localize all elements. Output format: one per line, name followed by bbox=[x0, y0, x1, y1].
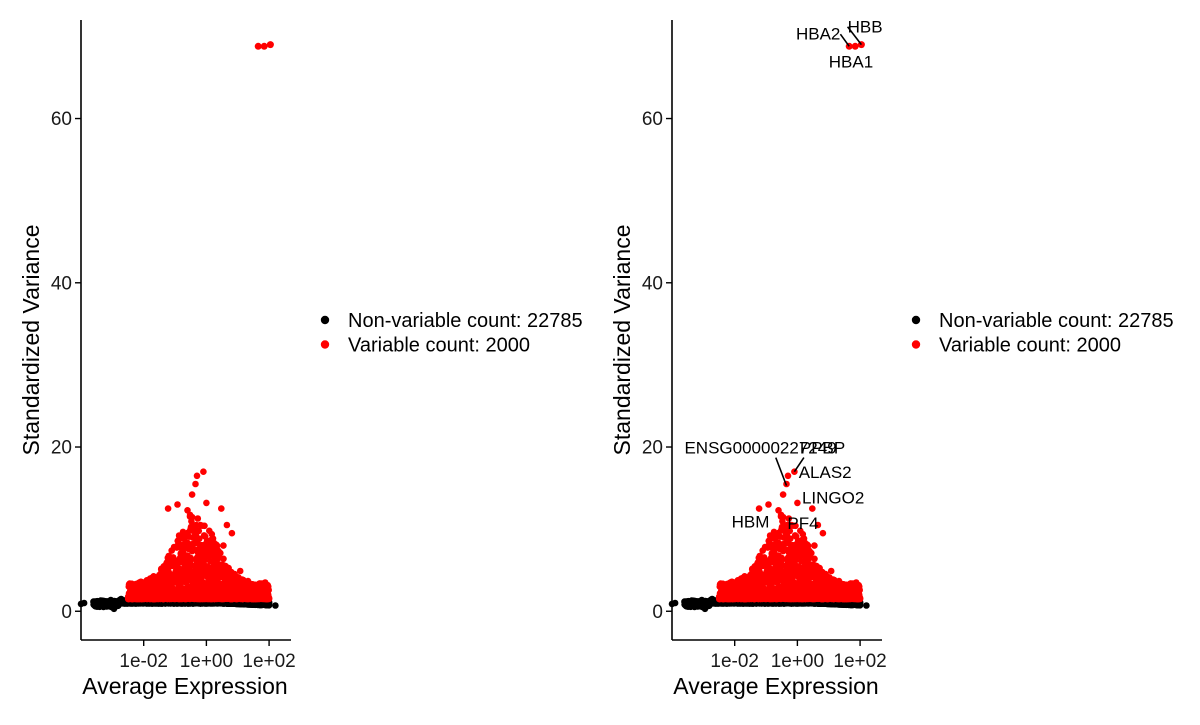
x-tick-label: 1e+02 bbox=[242, 651, 295, 672]
data-point-variable bbox=[184, 507, 191, 514]
data-point-variable bbox=[193, 522, 200, 529]
data-point-variable bbox=[150, 573, 157, 580]
data-point-variable bbox=[218, 505, 225, 512]
data-point-variable bbox=[209, 531, 216, 538]
data-point-variable bbox=[193, 534, 200, 541]
data-point-variable bbox=[155, 589, 162, 596]
data-point-variable bbox=[167, 594, 174, 601]
data-point-variable bbox=[190, 582, 197, 589]
data-point-variable bbox=[176, 535, 183, 542]
data-point-top-gene bbox=[261, 43, 268, 50]
data-point-variable bbox=[224, 522, 231, 529]
data-point-variable bbox=[220, 542, 227, 549]
data-point-variable bbox=[237, 568, 244, 575]
data-point-variable bbox=[196, 528, 203, 535]
data-point-variable bbox=[240, 577, 247, 584]
x-axis-title: Average Expression bbox=[82, 673, 287, 699]
data-point-variable bbox=[174, 501, 181, 508]
data-point-variable bbox=[183, 586, 190, 593]
data-point-nonvariable bbox=[114, 601, 121, 608]
data-point-variable bbox=[159, 572, 166, 579]
data-point-variable bbox=[253, 589, 260, 596]
data-point-variable bbox=[126, 581, 133, 588]
data-point-variable bbox=[176, 592, 183, 599]
data-point-variable bbox=[231, 574, 238, 581]
x-tick-label: 1e+00 bbox=[180, 651, 233, 672]
data-point-variable bbox=[186, 533, 193, 540]
x-tick-label: 1e-02 bbox=[119, 651, 168, 672]
data-point-variable bbox=[169, 557, 176, 564]
y-tick-label: 0 bbox=[61, 602, 72, 623]
data-point-variable bbox=[194, 577, 201, 584]
data-point-variable bbox=[199, 548, 206, 555]
data-point-variable bbox=[157, 579, 164, 586]
data-point-variable bbox=[138, 590, 145, 597]
data-point-variable bbox=[165, 567, 172, 574]
data-point-nonvariable bbox=[272, 602, 279, 609]
data-point-variable bbox=[217, 569, 224, 576]
data-point-variable bbox=[210, 573, 217, 580]
data-point-variable bbox=[148, 596, 155, 603]
data-point-variable bbox=[242, 587, 249, 594]
legend-key-nonvariable bbox=[321, 316, 329, 324]
data-point-nonvariable bbox=[92, 601, 99, 608]
data-point-variable bbox=[233, 596, 240, 603]
data-point-variable bbox=[200, 468, 207, 475]
legend: Non-variable count: 22785 Variable count:… bbox=[321, 310, 583, 357]
data-point-variable bbox=[194, 473, 201, 480]
legend-label-variable: Variable count: 2000 bbox=[348, 335, 530, 357]
data-point-variable bbox=[187, 513, 194, 520]
data-point-variable bbox=[190, 595, 197, 602]
data-point-variable bbox=[202, 533, 209, 540]
data-point-variable bbox=[229, 530, 236, 537]
data-point-variable bbox=[131, 582, 138, 589]
data-point-variable bbox=[165, 505, 172, 512]
y-axis-title: Standardized Variance bbox=[18, 225, 44, 456]
data-point-variable bbox=[145, 579, 152, 586]
data-point-variable bbox=[203, 500, 210, 507]
data-point-variable bbox=[192, 481, 199, 488]
y-tick-label: 40 bbox=[51, 273, 72, 294]
data-point-variable bbox=[201, 523, 208, 530]
y-tick-label: 20 bbox=[51, 438, 72, 459]
data-point-nonvariable bbox=[102, 601, 109, 608]
data-point-variable bbox=[174, 570, 181, 577]
data-point-variable bbox=[195, 515, 202, 522]
data-point-top-gene bbox=[255, 43, 262, 50]
data-point-variable bbox=[257, 595, 264, 602]
data-point-variable bbox=[158, 566, 165, 573]
data-point-variable bbox=[189, 491, 196, 498]
data-point-variable bbox=[234, 581, 241, 588]
y-tick-label: 60 bbox=[51, 109, 72, 130]
data-point-variable bbox=[224, 582, 231, 589]
data-point-variable bbox=[201, 569, 208, 576]
data-point-variable bbox=[263, 588, 270, 595]
legend-label-nonvariable: Non-variable count: 22785 bbox=[348, 310, 583, 332]
data-point-variable bbox=[251, 595, 258, 602]
data-point-variable bbox=[194, 555, 201, 562]
data-point-variable bbox=[138, 580, 145, 587]
data-point-variable bbox=[206, 595, 213, 602]
legend-key-variable bbox=[321, 340, 329, 348]
data-point-variable bbox=[210, 566, 217, 573]
data-point-top-gene bbox=[267, 41, 274, 48]
data-point-variable bbox=[183, 593, 190, 600]
data-point-variable bbox=[211, 540, 218, 547]
point-cloud bbox=[78, 41, 279, 612]
data-point-variable bbox=[211, 584, 218, 591]
data-point-variable bbox=[216, 561, 223, 568]
data-point-variable bbox=[173, 579, 180, 586]
data-point-variable bbox=[206, 549, 213, 556]
data-point-variable bbox=[254, 582, 261, 589]
data-point-variable bbox=[182, 568, 189, 575]
data-point-variable bbox=[222, 592, 229, 599]
data-point-variable bbox=[131, 589, 138, 596]
data-point-variable bbox=[173, 544, 180, 551]
